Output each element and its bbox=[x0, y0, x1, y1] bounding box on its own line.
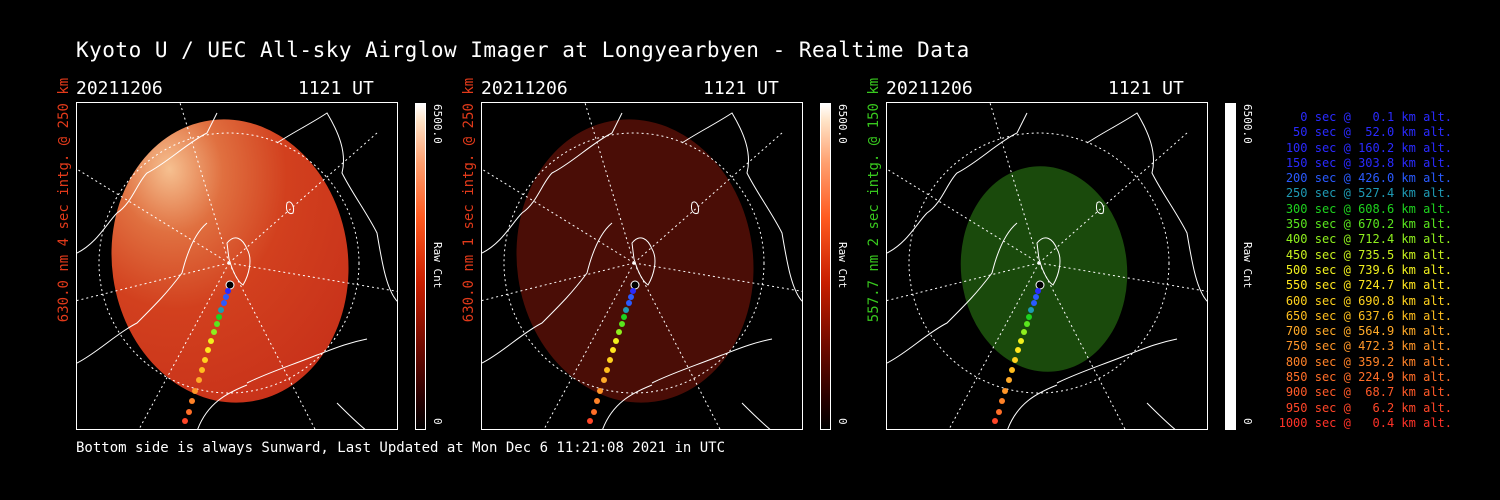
allsky-image bbox=[886, 102, 1208, 430]
trajectory-dots bbox=[587, 280, 640, 424]
legend-item: 450 sec @ 735.5 km alt. bbox=[1285, 247, 1452, 262]
legend-item: 650 sec @ 637.6 km alt. bbox=[1285, 308, 1452, 323]
legend-item: 200 sec @ 426.0 km alt. bbox=[1285, 171, 1452, 186]
panel-2-ylabel: 630.0 nm 1 sec intg. @ 250 km bbox=[461, 77, 477, 323]
page-title: Kyoto U / UEC All-sky Airglow Imager at … bbox=[76, 38, 970, 62]
trajectory-legend: 0 sec @ 0.1 km alt. 50 sec @ 52.0 km alt… bbox=[1262, 110, 1452, 431]
panel-date: 20211206 bbox=[886, 78, 973, 99]
legend-item: 900 sec @ 68.7 km alt. bbox=[1285, 385, 1452, 400]
panel-1-ylabel: 630.0 nm 4 sec intg. @ 250 km bbox=[56, 77, 72, 323]
legend-item: 600 sec @ 690.8 km alt. bbox=[1285, 293, 1452, 308]
trajectory-dots bbox=[182, 280, 235, 424]
colorbar-3-min: 0 bbox=[1241, 418, 1254, 425]
colorbar-1 bbox=[415, 103, 426, 430]
panel-time: 1121 UT bbox=[1108, 78, 1184, 99]
panel-630nm-1sec: 20211206 1121 UT bbox=[481, 78, 811, 430]
legend-item: 850 sec @ 224.9 km alt. bbox=[1285, 370, 1452, 385]
panel-date: 20211206 bbox=[481, 78, 568, 99]
legend-item: 100 sec @ 160.2 km alt. bbox=[1285, 140, 1452, 155]
colorbar-3 bbox=[1225, 103, 1236, 430]
footer-note: Bottom side is always Sunward, Last Upda… bbox=[76, 440, 726, 456]
panel-3-ylabel: 557.7 nm 2 sec intg. @ 150 km bbox=[866, 77, 882, 323]
panel-time: 1121 UT bbox=[703, 78, 779, 99]
panel-630nm-4sec: 20211206 1121 UT bbox=[76, 78, 406, 430]
colorbar-1-min: 0 bbox=[431, 418, 444, 425]
legend-item: 500 sec @ 739.6 km alt. bbox=[1285, 262, 1452, 277]
legend-item: 150 sec @ 303.8 km alt. bbox=[1285, 155, 1452, 170]
colorbar-2-unit: Raw Cnt bbox=[836, 242, 849, 289]
colorbar-2-max: 6500.0 bbox=[836, 104, 849, 144]
airglow-ellipse bbox=[960, 166, 1128, 372]
colorbar-1-max: 6500.0 bbox=[431, 104, 444, 144]
panel-557nm-2sec: 20211206 1121 UT bbox=[886, 78, 1216, 430]
colorbar-3-max: 6500.0 bbox=[1241, 104, 1254, 144]
legend-item: 950 sec @ 6.2 km alt. bbox=[1285, 400, 1452, 415]
legend-item: 550 sec @ 724.7 km alt. bbox=[1285, 278, 1452, 293]
colorbar-3-unit: Raw Cnt bbox=[1241, 242, 1254, 289]
trajectory-dots bbox=[992, 280, 1045, 424]
panel-time: 1121 UT bbox=[298, 78, 374, 99]
colorbar-2 bbox=[820, 103, 831, 430]
legend-item: 350 sec @ 670.2 km alt. bbox=[1285, 217, 1452, 232]
legend-item: 800 sec @ 359.2 km alt. bbox=[1285, 354, 1452, 369]
legend-item: 400 sec @ 712.4 km alt. bbox=[1285, 232, 1452, 247]
allsky-image bbox=[76, 102, 398, 430]
colorbar-1-unit: Raw Cnt bbox=[431, 242, 444, 289]
legend-item: 700 sec @ 564.9 km alt. bbox=[1285, 324, 1452, 339]
legend-item: 250 sec @ 527.4 km alt. bbox=[1285, 186, 1452, 201]
legend-item: 300 sec @ 608.6 km alt. bbox=[1285, 201, 1452, 216]
panel-date: 20211206 bbox=[76, 78, 163, 99]
legend-item: 750 sec @ 472.3 km alt. bbox=[1285, 339, 1452, 354]
allsky-image bbox=[481, 102, 803, 430]
colorbar-2-min: 0 bbox=[836, 418, 849, 425]
legend-item: 0 sec @ 0.1 km alt. bbox=[1300, 110, 1452, 124]
legend-item: 1000 sec @ 0.4 km alt. bbox=[1278, 415, 1452, 430]
legend-item: 50 sec @ 52.0 km alt. bbox=[1293, 125, 1452, 140]
